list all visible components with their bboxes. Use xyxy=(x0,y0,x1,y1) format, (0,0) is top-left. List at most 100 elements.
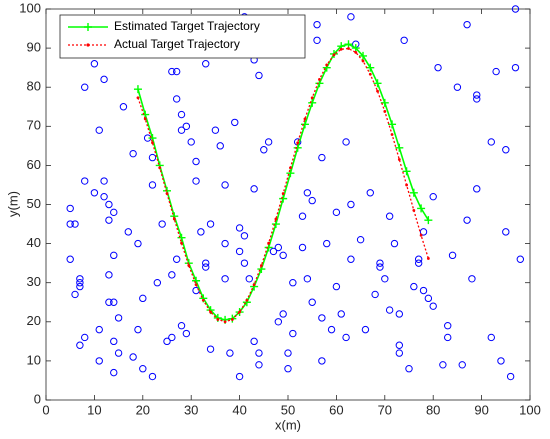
plus-marker xyxy=(373,79,382,88)
sensor-point xyxy=(303,189,312,197)
sensor-point xyxy=(66,220,74,228)
plus-marker xyxy=(402,167,411,176)
sensor-point xyxy=(168,67,176,76)
y-tick-label: 90 xyxy=(27,40,41,55)
sensor-point xyxy=(76,282,84,291)
sensor-point xyxy=(235,224,244,232)
sensor-point xyxy=(395,341,404,349)
sensor-point xyxy=(158,220,166,228)
sensor-point xyxy=(502,146,510,154)
sensor-point xyxy=(414,255,423,263)
x-tick-label: 30 xyxy=(184,402,198,417)
sensor-point xyxy=(506,372,515,381)
dot-marker xyxy=(310,96,314,100)
plus-marker xyxy=(286,169,295,178)
sensor-point xyxy=(419,228,428,236)
sensor-point xyxy=(148,181,157,189)
sensor-point xyxy=(487,333,495,342)
sensor-point xyxy=(172,255,181,263)
sensor-point xyxy=(298,243,307,252)
sensor-point xyxy=(347,200,355,209)
plus-marker xyxy=(424,216,433,225)
sensor-point xyxy=(279,251,287,260)
sensor-point xyxy=(168,271,176,279)
x-tick-label: 70 xyxy=(378,402,392,417)
sensor-point xyxy=(284,349,292,357)
dot-marker xyxy=(194,283,198,287)
sensor-point xyxy=(511,5,520,13)
sensor-point xyxy=(395,310,404,318)
sensor-point xyxy=(202,263,210,271)
sensor-point xyxy=(347,13,355,21)
sensor-point xyxy=(468,275,476,283)
sensor-point xyxy=(95,357,103,365)
sensor-point xyxy=(511,63,520,72)
sensor-point xyxy=(463,216,471,224)
sensor-point xyxy=(216,142,224,150)
sensor-point xyxy=(71,220,79,228)
sensor-point xyxy=(76,341,84,349)
sensor-point xyxy=(313,36,321,44)
sensor-point xyxy=(177,126,186,134)
sensor-point xyxy=(342,138,350,146)
y-tick-label: 50 xyxy=(27,196,41,211)
sensor-point xyxy=(134,325,142,334)
dot-marker xyxy=(180,241,183,245)
dot-marker xyxy=(426,257,430,260)
dot-marker xyxy=(245,298,249,302)
sensor-point xyxy=(332,208,341,217)
legend-box xyxy=(59,14,306,59)
dot-marker xyxy=(325,63,329,67)
sensor-point xyxy=(81,177,89,185)
sensor-point xyxy=(414,259,423,267)
plus-marker xyxy=(300,120,309,129)
plus-marker xyxy=(271,220,280,229)
dot-marker xyxy=(267,241,271,245)
dot-marker xyxy=(172,217,176,221)
sensor-point xyxy=(289,279,297,287)
sensor-point xyxy=(318,153,326,162)
sensor-point xyxy=(376,263,384,271)
sensor-point xyxy=(313,20,321,29)
plus-marker xyxy=(359,51,368,60)
y-tick-label: 40 xyxy=(27,235,41,250)
sensor-point xyxy=(410,282,418,291)
sensor-point xyxy=(129,353,137,361)
sensor-point xyxy=(182,122,191,131)
dot-marker xyxy=(238,310,242,314)
sensor-point xyxy=(206,345,215,353)
sensor-point xyxy=(381,275,389,283)
sensor-point xyxy=(182,329,191,338)
dot-marker xyxy=(332,53,336,57)
sensor-point xyxy=(274,243,283,252)
sensor-point xyxy=(400,36,408,44)
x-tick-label: 100 xyxy=(519,402,541,417)
x-tick-label: 10 xyxy=(87,402,101,417)
sensor-point xyxy=(516,255,525,263)
dot-marker xyxy=(368,72,372,76)
sensor-point xyxy=(153,279,162,287)
dot-marker xyxy=(354,51,358,54)
sensor-point xyxy=(371,290,379,299)
sensor-point xyxy=(303,275,312,283)
sensor-point xyxy=(110,208,118,217)
plus-marker xyxy=(133,85,142,94)
legend-marker xyxy=(86,43,90,47)
sensor-point xyxy=(172,67,181,76)
sensor-point xyxy=(323,239,331,248)
sensor-point xyxy=(405,365,413,373)
y-tick-label: 80 xyxy=(27,79,41,94)
sensor-point xyxy=(231,118,239,127)
y-tick-label: 0 xyxy=(34,391,41,406)
dot-marker xyxy=(296,141,300,145)
x-tick-label: 90 xyxy=(474,402,488,417)
sensor-point xyxy=(206,220,215,228)
sensor-point xyxy=(197,228,205,236)
dot-marker xyxy=(361,59,365,63)
sensor-point xyxy=(192,157,200,166)
sensor-point xyxy=(71,290,79,299)
sensor-point xyxy=(473,95,481,103)
sensor-point xyxy=(235,247,244,256)
sensor-point xyxy=(448,251,457,260)
sensor-point xyxy=(76,275,84,283)
